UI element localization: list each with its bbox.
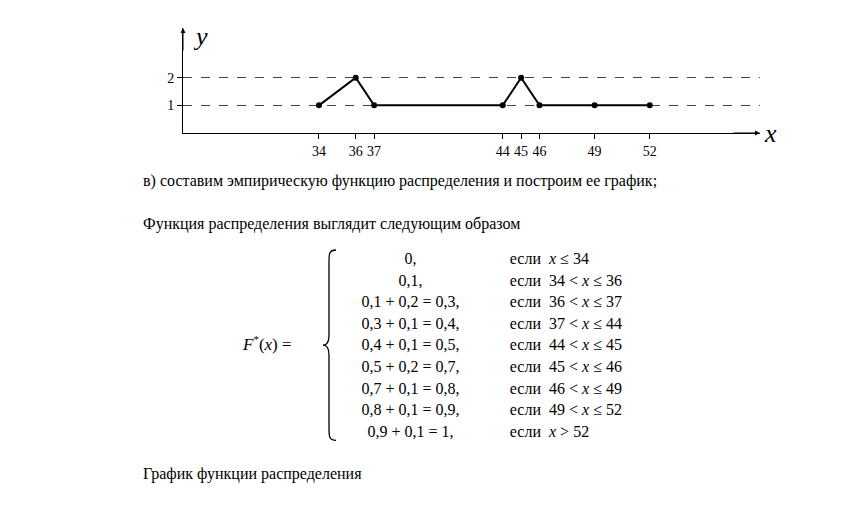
html-text:если: если bbox=[509, 250, 541, 267]
html-text:если: если bbox=[509, 314, 541, 332]
html-text:0,3 + 0,1 = 0,4,: 0,3 + 0,1 = 0,4, bbox=[361, 314, 460, 332]
svg-text:37: 37 bbox=[367, 144, 381, 159]
html-text:если: если bbox=[509, 293, 541, 311]
svg-text:2: 2 bbox=[167, 71, 174, 86]
svg-text:49: 49 bbox=[588, 144, 602, 159]
html-text:если: если bbox=[509, 401, 541, 419]
svg-text:x: x bbox=[764, 119, 777, 148]
svg-text:45: 45 bbox=[514, 144, 528, 159]
html-text:45 < x ≤ 46: 45 < x ≤ 46 bbox=[549, 358, 622, 375]
html-text:если: если bbox=[509, 422, 541, 440]
svg-text:44: 44 bbox=[496, 144, 510, 159]
html-text:0,1 + 0,2 = 0,3,: 0,1 + 0,2 = 0,3, bbox=[361, 293, 460, 311]
svg-text:34: 34 bbox=[312, 144, 326, 159]
html-text:46 < x ≤ 49: 46 < x ≤ 49 bbox=[549, 379, 622, 397]
html-text:36 < x ≤ 37: 36 < x ≤ 37 bbox=[549, 293, 622, 311]
html-text:0,8 + 0,1 = 0,9,: 0,8 + 0,1 = 0,9, bbox=[361, 401, 460, 419]
html-text:в) составим эмпирическую функц: в) составим эмпирическую функцию распред… bbox=[143, 172, 658, 189]
html-text:Функция распределения выглядит: Функция распределения выглядит следующим… bbox=[143, 215, 521, 232]
html-text:0,5 + 0,2 = 0,7,: 0,5 + 0,2 = 0,7, bbox=[361, 358, 460, 375]
svg-text:36: 36 bbox=[349, 144, 363, 159]
html-text:44 < x ≤ 45: 44 < x ≤ 45 bbox=[549, 336, 622, 354]
html-text:F*(x) =: F*(x) = bbox=[243, 333, 292, 354]
html-text:0,: 0, bbox=[404, 250, 417, 267]
html-text:x ≤ 34: x ≤ 34 bbox=[549, 250, 589, 267]
html-text:x > 52: x > 52 bbox=[549, 422, 590, 440]
html-text:если: если bbox=[509, 271, 541, 289]
html-text:если: если bbox=[509, 358, 541, 375]
html-text:0,4 + 0,1 = 0,5,: 0,4 + 0,1 = 0,5, bbox=[361, 336, 460, 354]
html-text:0,9 + 0,1 = 1,: 0,9 + 0,1 = 1, bbox=[367, 422, 454, 440]
svg-text:52: 52 bbox=[643, 144, 657, 159]
html-text:34 < x ≤ 36: 34 < x ≤ 36 bbox=[549, 271, 622, 289]
html-text:37 < x ≤ 44: 37 < x ≤ 44 bbox=[549, 314, 622, 332]
svg-text:46: 46 bbox=[532, 144, 546, 159]
html-text:49 < x ≤ 52: 49 < x ≤ 52 bbox=[549, 401, 622, 419]
html-text:0,1,: 0,1, bbox=[398, 271, 423, 289]
svg-text:1: 1 bbox=[167, 98, 174, 113]
html-text:График функции распределения: График функции распределения bbox=[143, 465, 362, 482]
html-text:0,7 + 0,1 = 0,8,: 0,7 + 0,1 = 0,8, bbox=[361, 379, 460, 397]
svg-text:y: y bbox=[193, 22, 208, 51]
html-text:если: если bbox=[509, 379, 541, 397]
html-text:если: если bbox=[509, 336, 541, 354]
